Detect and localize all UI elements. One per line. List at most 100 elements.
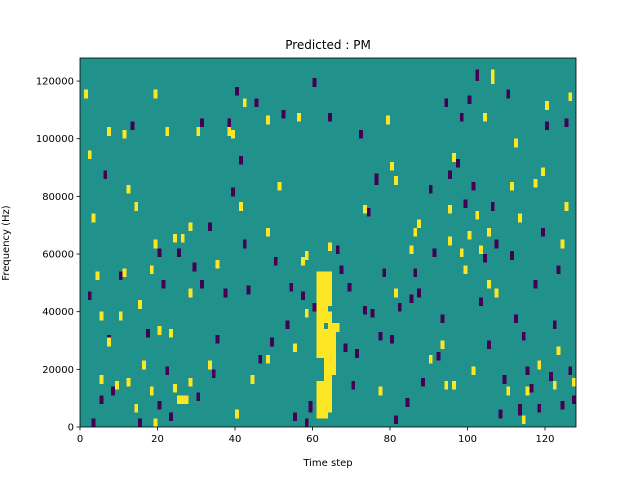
heatmap-cell-high xyxy=(126,377,131,387)
x-tick-label: 120 xyxy=(535,434,554,445)
heatmap-cell-low xyxy=(421,377,425,387)
heatmap-cell-low xyxy=(428,184,433,194)
heatmap-cell-high xyxy=(568,92,573,102)
heatmap-cell-low xyxy=(560,401,565,410)
heatmap-cell-low xyxy=(390,334,394,344)
heatmap-cell-low xyxy=(436,352,441,361)
heatmap-cell-low xyxy=(138,418,143,427)
heatmap-cell-high xyxy=(196,127,201,136)
heatmap-cell-high xyxy=(184,395,189,404)
heatmap-cell-low xyxy=(111,386,115,396)
heatmap-cell-high xyxy=(142,360,146,370)
heatmap-cell-high xyxy=(533,179,538,188)
heatmap-cell-high xyxy=(572,377,577,387)
plot-frame xyxy=(79,57,577,428)
heatmap-cell-high xyxy=(463,265,468,275)
heatmap-cell-low xyxy=(405,398,410,407)
heatmap-cell-high xyxy=(277,181,282,191)
heatmap-cell-low xyxy=(308,401,313,413)
heatmap-cell-low xyxy=(510,251,515,260)
heatmap-cell-low xyxy=(572,395,577,404)
heatmap-cell-high xyxy=(494,288,499,298)
heatmap-cell-high xyxy=(304,308,309,318)
heatmap-cell-high xyxy=(560,239,565,249)
y-tick-label: 60000 xyxy=(42,250,74,261)
heatmap-cell-high xyxy=(169,328,174,338)
heatmap-cell-high xyxy=(180,233,185,243)
heatmap-cell-low xyxy=(397,303,402,312)
heatmap-cell-high xyxy=(126,184,131,194)
heatmap-cell-low xyxy=(548,372,553,381)
heatmap-cell-low xyxy=(227,118,232,128)
heatmap-cell-low xyxy=(475,69,480,82)
heatmap-cell-low xyxy=(196,392,201,402)
heatmap-cell-high xyxy=(417,219,422,229)
heatmap-cell-low xyxy=(343,343,348,353)
heatmap-cell-high xyxy=(122,130,127,139)
heatmap-cell-low xyxy=(413,268,418,278)
heatmap-cell-low xyxy=(192,262,197,272)
heatmap-cell-high xyxy=(266,115,270,125)
heatmap-cell-high xyxy=(517,213,522,223)
heatmap-cell-low xyxy=(374,173,379,185)
heatmap-cell-low xyxy=(552,320,557,329)
heatmap-cell-low xyxy=(169,412,174,422)
heatmap-cell-high xyxy=(486,279,491,289)
heatmap-cell-low xyxy=(254,98,259,108)
y-tick-label: 120000 xyxy=(36,77,74,88)
heatmap-cell-low xyxy=(486,340,491,350)
heatmap-cell-high xyxy=(324,328,329,419)
heatmap-cell-high xyxy=(238,202,243,211)
heatmap-cell-low xyxy=(200,118,205,128)
heatmap-cell-high xyxy=(99,375,104,384)
heatmap-cell-low xyxy=(312,303,317,312)
heatmap-cell-low xyxy=(258,354,263,364)
heatmap-cell-low xyxy=(444,98,449,108)
chart-title: Predicted : PM xyxy=(285,38,371,52)
heatmap-cell-low xyxy=(432,248,437,257)
heatmap-cell-low xyxy=(564,118,569,128)
heatmap-cell-high xyxy=(324,271,329,324)
heatmap-cell-high xyxy=(510,181,515,191)
heatmap-cell-high xyxy=(328,311,332,413)
x-tick-label: 20 xyxy=(151,434,164,445)
heatmap-cell-low xyxy=(285,320,290,329)
heatmap-cell-high xyxy=(506,386,511,396)
heatmap-cell-high xyxy=(490,69,495,84)
heatmap-cell-low xyxy=(273,256,278,266)
heatmap-cell-low xyxy=(498,409,503,419)
heatmap-cell-low xyxy=(293,412,298,422)
heatmap-cell-low xyxy=(370,308,375,318)
x-tick-label: 80 xyxy=(384,434,397,445)
y-tick-label: 100000 xyxy=(36,134,74,145)
heatmap-cell-high xyxy=(541,167,546,177)
heatmap-cell-low xyxy=(211,369,216,378)
heatmap-cell-low xyxy=(490,202,495,211)
heatmap-cell-high xyxy=(114,380,119,390)
heatmap-cell-high xyxy=(95,271,100,280)
heatmap-cell-low xyxy=(440,314,445,324)
heatmap-cell-high xyxy=(118,311,123,321)
heatmap-cell-high xyxy=(471,366,476,376)
heatmap-cell-low xyxy=(351,380,356,390)
heatmap-cell-high xyxy=(328,242,332,252)
heatmap-cell-high xyxy=(173,383,177,393)
heatmap-cell-high xyxy=(378,386,383,396)
heatmap-cell-high xyxy=(188,288,193,298)
heatmap-cell-low xyxy=(483,254,487,263)
heatmap-cell-low xyxy=(448,170,453,180)
heatmap-cell-low xyxy=(312,78,317,87)
heatmap-cell-low xyxy=(366,207,371,217)
x-tick-label: 0 xyxy=(77,434,83,445)
heatmap-cell-high xyxy=(521,415,526,425)
heatmap-cell-high xyxy=(452,380,456,390)
heatmap-cell-high xyxy=(320,271,325,358)
heatmap-cell-low xyxy=(393,415,398,425)
heatmap-cell-high xyxy=(153,239,158,249)
x-tick-label: 60 xyxy=(306,434,319,445)
heatmap-cell-high xyxy=(122,268,127,278)
y-axis: 0 20000 40000 60000 80000 100000 120000 xyxy=(36,77,80,434)
heatmap-cell-high xyxy=(188,222,193,231)
heatmap-cell-high xyxy=(266,354,270,364)
